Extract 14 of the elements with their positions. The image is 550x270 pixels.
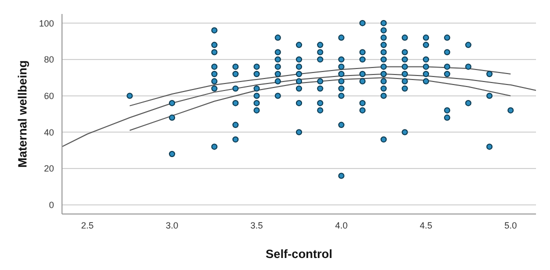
x-tick-label: 4.0 bbox=[335, 220, 348, 230]
y-tick-label: 40 bbox=[44, 127, 54, 138]
y-axis-title: Maternal wellbeing bbox=[15, 60, 30, 168]
y-tick-label: 80 bbox=[44, 54, 54, 65]
y-tick-label: 60 bbox=[44, 91, 54, 102]
x-tick-label: 4.5 bbox=[420, 220, 432, 230]
x-tick-label: 5.0 bbox=[504, 220, 517, 230]
y-tick-label: 20 bbox=[44, 164, 54, 174]
x-tick-label: 2.5 bbox=[81, 220, 94, 230]
y-tick-label: 0 bbox=[48, 200, 54, 210]
x-tick-label: 3.5 bbox=[250, 220, 263, 230]
y-tick-label: 100 bbox=[38, 18, 54, 28]
x-tick-label: 3.0 bbox=[166, 220, 178, 230]
x-axis-title: Self-control bbox=[266, 247, 332, 261]
